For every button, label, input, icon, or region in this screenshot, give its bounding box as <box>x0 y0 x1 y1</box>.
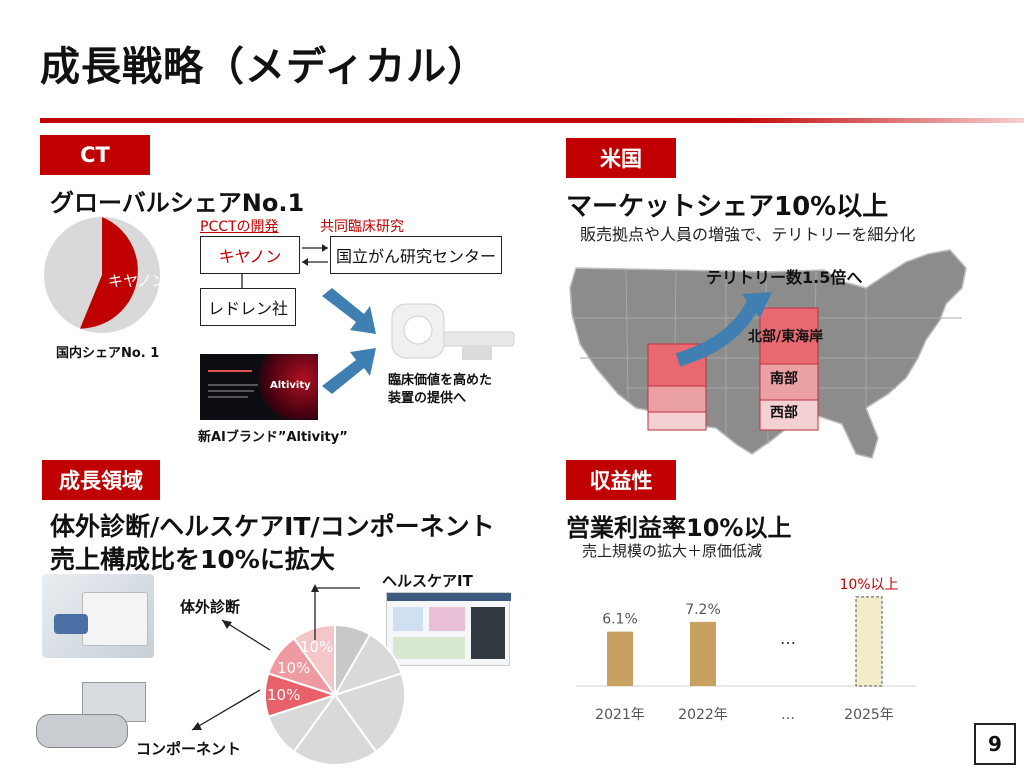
region-west: 西部 <box>770 405 798 421</box>
ct-tag: CT <box>40 135 150 175</box>
brand-caption: 新AIブランド”Altivity” <box>198 430 348 445</box>
ct-scanner-image <box>391 303 515 360</box>
connector-line <box>241 274 243 288</box>
clinical-value-line1: 臨床価値を高めた <box>388 373 493 388</box>
redlen-box: レドレン社 <box>200 288 296 326</box>
data-label-1: 7.2% <box>685 602 721 618</box>
region-south: 南部 <box>770 371 798 387</box>
pie-label-comp: 10% <box>267 686 301 704</box>
territory-west-mid <box>647 385 707 413</box>
healthcare-it-image <box>386 592 511 666</box>
exchange-arrows <box>302 244 328 266</box>
clinical-value-text: 臨床価値を高めた 装置の提供へ <box>388 372 492 408</box>
us-headline: マーケットシェア10%以上 <box>566 192 889 222</box>
page-number: 9 <box>974 723 1016 765</box>
label-ivd: 体外診断 <box>180 598 241 616</box>
territory-west-bottom <box>647 411 707 431</box>
component-image <box>32 680 152 758</box>
operating-margin-chart: 6.1% 2021年 7.2% 2022年 … … 10%以上 2025年 <box>576 577 916 723</box>
pcct-label: PCCTの開発 <box>200 219 279 235</box>
blue-arrows <box>322 288 376 394</box>
x-tick-1: 2022年 <box>678 707 728 723</box>
profit-tag: 収益性 <box>566 460 676 500</box>
pie-caption: 国内シェアNo. 1 <box>56 346 160 361</box>
label-healthcare-it: ヘルスケアIT <box>382 572 473 590</box>
data-label-0: 6.1% <box>602 612 638 628</box>
ncc-box: 国立がん研究センター <box>330 236 502 274</box>
data-label-3: 10%以上 <box>839 577 898 593</box>
bar-0 <box>607 631 633 686</box>
territory-arrow-label: テリトリー数1.5倍へ <box>706 268 863 287</box>
x-tick-0: 2021年 <box>595 707 645 723</box>
pie-canon-label: キヤノン <box>108 272 167 290</box>
growth-connectors <box>191 584 360 731</box>
profit-subline: 売上規模の拡大＋原価低減 <box>582 542 763 560</box>
ct-share-pie <box>44 217 160 333</box>
bar-3 <box>855 596 883 687</box>
growth-arrow-icon <box>675 295 763 367</box>
title-divider <box>40 118 1024 123</box>
page-title: 成長戦略（メディカル） <box>40 44 489 90</box>
pie-label-ivd: 10% <box>277 659 311 677</box>
x-tick-3: 2025年 <box>844 707 894 723</box>
x-tick-2: … <box>781 707 795 723</box>
us-tag: 米国 <box>566 138 676 178</box>
clinical-value-line2: 装置の提供へ <box>388 391 467 406</box>
bar-1 <box>690 621 716 686</box>
canon-box: キヤノン <box>200 236 300 274</box>
ivd-machine-image <box>42 574 154 658</box>
region-north: 北部/東海岸 <box>748 329 824 345</box>
composition-pie <box>264 623 406 766</box>
data-label-2: … <box>780 629 796 648</box>
profit-headline: 営業利益率10%以上 <box>566 514 792 542</box>
us-subline: 販売拠点や人員の増強で、テリトリーを細分化 <box>580 225 916 244</box>
growth-headline-1: 体外診断/ヘルスケアIT/コンポーネント <box>50 512 495 541</box>
altivity-brand-image: Altivity <box>200 354 318 420</box>
growth-headline-2: 売上構成比を10%に拡大 <box>50 545 335 574</box>
us-map <box>569 249 967 459</box>
pie-canon-slice <box>80 217 138 329</box>
arrow-down-right-icon <box>322 288 376 334</box>
label-components: コンポーネント <box>136 740 242 758</box>
territory-west-region <box>759 399 819 431</box>
joint-research-label: 共同臨床研究 <box>320 219 404 235</box>
ct-headline: グローバルシェアNo.1 <box>50 189 305 217</box>
growth-tag: 成長領域 <box>42 460 160 500</box>
arrow-up-right-icon <box>322 348 376 394</box>
altivity-logo: Altivity <box>270 380 311 391</box>
pie-label-hit: 10% <box>300 638 334 656</box>
